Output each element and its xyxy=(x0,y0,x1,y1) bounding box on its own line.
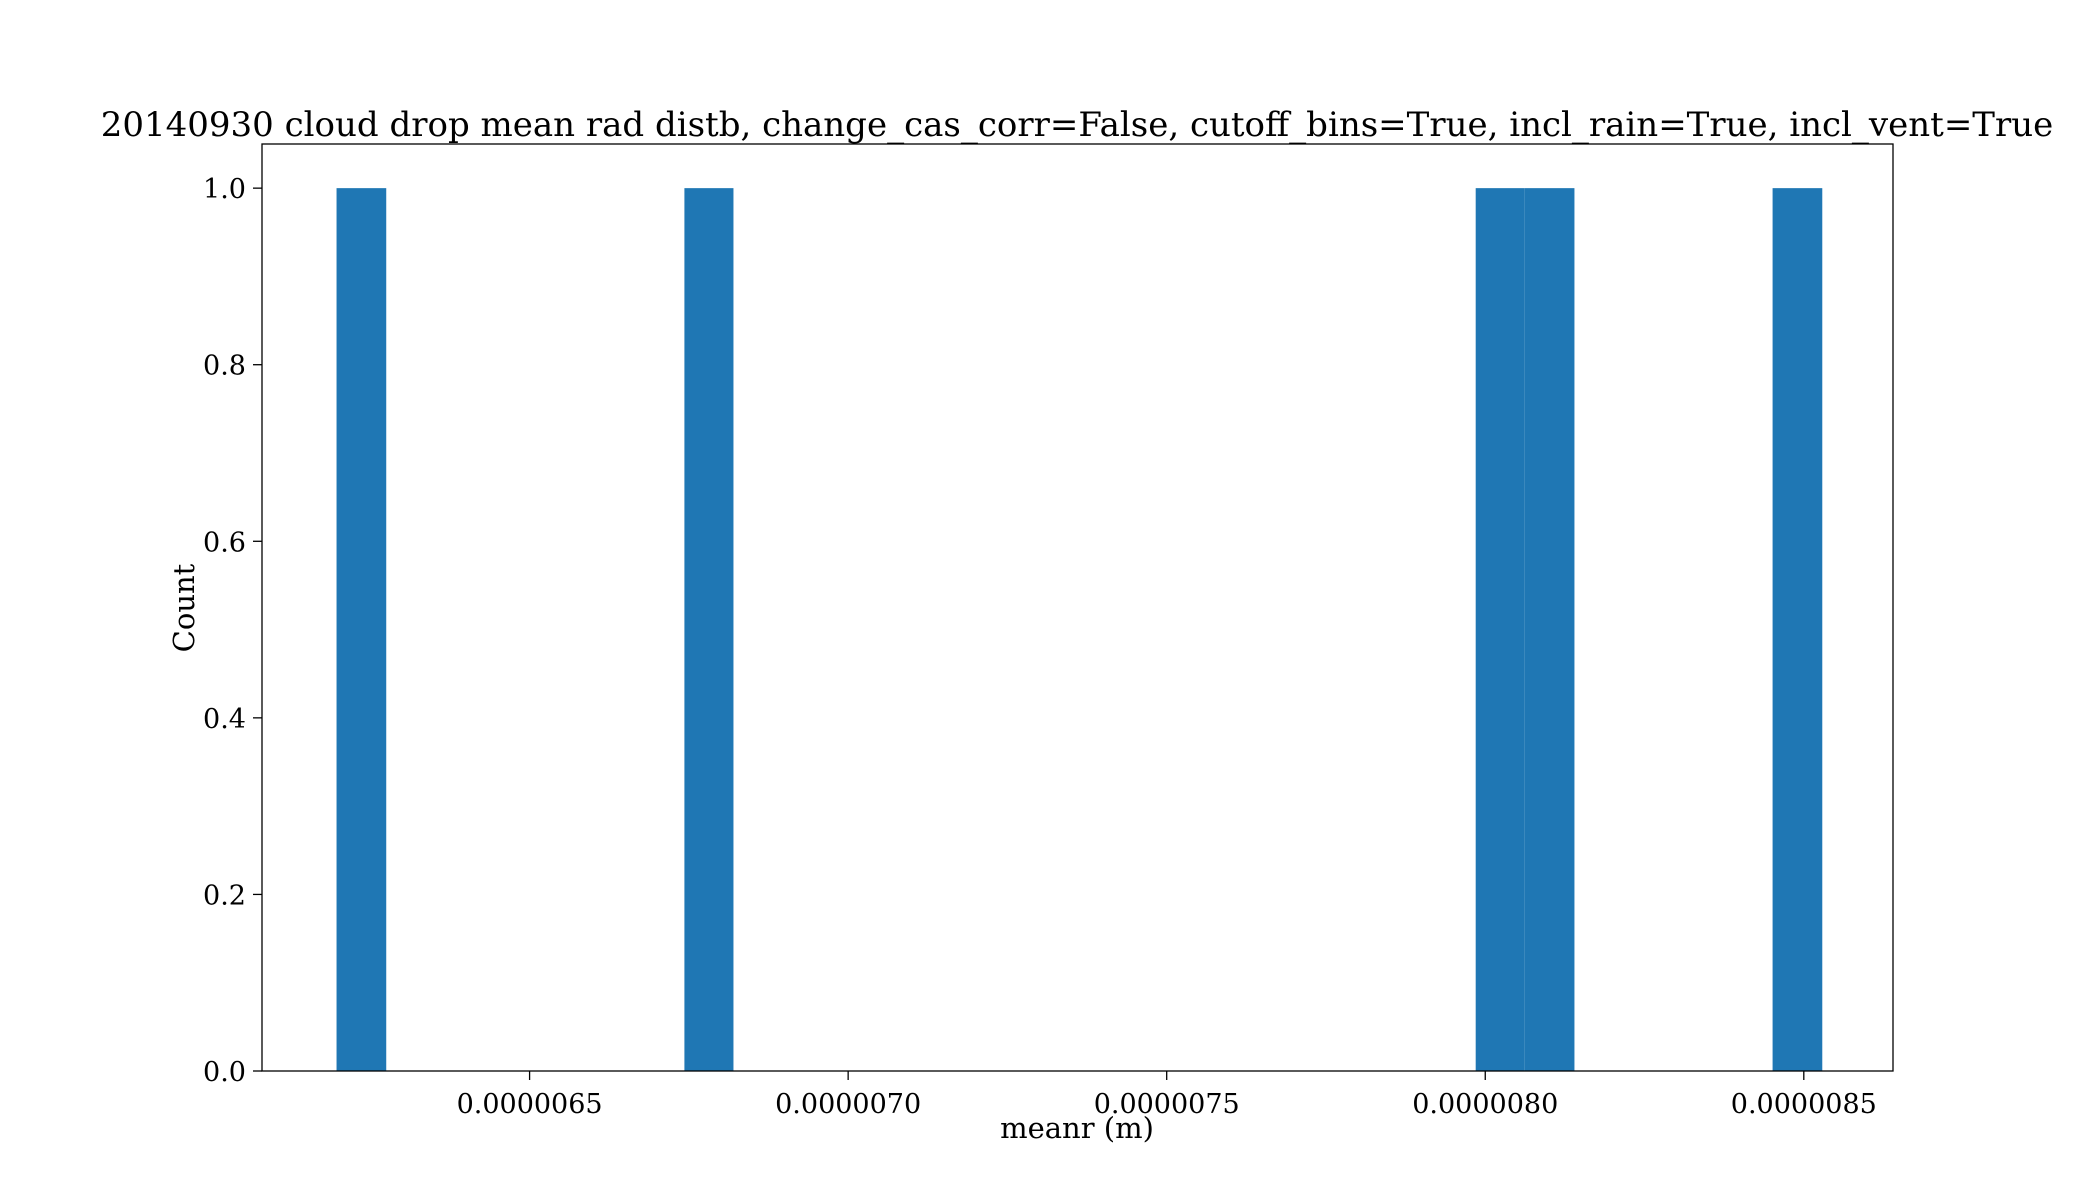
histogram-bar-1 xyxy=(336,188,387,1072)
histogram-bar-3 xyxy=(1475,188,1525,1072)
x-tick-label-3: 0.0000075 xyxy=(1094,1089,1240,1120)
y-axis-label: Count xyxy=(167,563,201,652)
x-tick-label-5: 0.0000085 xyxy=(1731,1089,1877,1120)
x-axis: 0.0000065 0.0000070 0.0000075 0.0000080 0.00… xyxy=(457,1071,1877,1120)
x-tick-label-2: 0.0000070 xyxy=(775,1089,921,1120)
y-tick-label-3: 0.4 xyxy=(203,704,246,735)
chart-title: 20140930 cloud drop mean rad distb, chan… xyxy=(101,105,2054,145)
histogram-bar-4 xyxy=(1524,188,1575,1072)
y-tick-label-4: 0.6 xyxy=(203,527,246,558)
histogram-bar-5 xyxy=(1772,188,1823,1072)
plot-frame xyxy=(261,143,1894,1072)
y-tick-label-1: 0.0 xyxy=(203,1057,246,1088)
x-tick-label-1: 0.0000065 xyxy=(457,1089,603,1120)
bars-layer xyxy=(336,188,1823,1072)
y-tick-label-6: 1.0 xyxy=(203,174,246,205)
x-axis-label: meanr (m) xyxy=(1000,1111,1154,1145)
y-tick-label-2: 0.2 xyxy=(203,880,246,911)
x-tick-label-4: 0.0000080 xyxy=(1412,1089,1558,1120)
histogram-bar-2 xyxy=(684,188,734,1072)
y-axis: 0.0 0.2 0.4 0.6 0.8 1.0 xyxy=(203,174,262,1088)
y-tick-label-5: 0.8 xyxy=(203,351,246,382)
